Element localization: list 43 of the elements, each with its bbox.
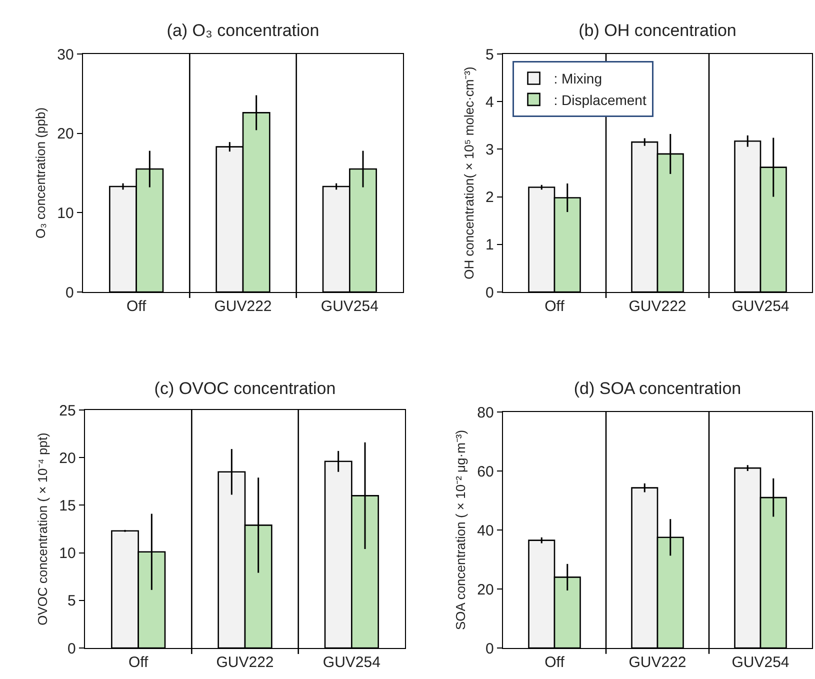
y-tick-label: 20 xyxy=(57,126,74,143)
y-tick-label: 40 xyxy=(477,522,494,540)
y-tick-label: 10 xyxy=(57,204,74,222)
y-tick-label: 60 xyxy=(477,463,494,480)
y-tick-label: 5 xyxy=(68,592,76,610)
x-tick-label: GUV222 xyxy=(216,654,274,672)
y-tick-label: 80 xyxy=(477,404,494,422)
y-tick-label: 10 xyxy=(59,545,76,562)
x-tick-label: Off xyxy=(544,298,566,316)
chart-title: (c) OVOC concentration xyxy=(154,378,336,398)
y-tick-label: 20 xyxy=(59,450,76,467)
x-tick-label: GUV222 xyxy=(628,654,686,672)
y-tick-label: 3 xyxy=(486,141,494,158)
y-tick-label: 2 xyxy=(486,189,494,206)
y-tick-label: 0 xyxy=(68,640,76,658)
x-tick-label: Off xyxy=(126,298,148,316)
chart-title: (b) OH concentration xyxy=(578,20,736,40)
x-tick-label: GUV222 xyxy=(214,298,272,316)
y-tick-label: 30 xyxy=(57,46,74,64)
y-axis-title: OH concentration( × 10⁵ molec·cm⁻³) xyxy=(461,66,476,280)
y-tick-label: 0 xyxy=(66,284,74,302)
y-axis-title: OVOC concentration ( × 10⁻⁴ ppt) xyxy=(35,432,50,626)
y-tick-label: 0 xyxy=(486,640,494,658)
x-tick-label: GUV254 xyxy=(732,654,790,672)
y-tick-label: 0 xyxy=(486,284,494,302)
x-tick-label: GUV222 xyxy=(628,298,686,316)
x-tick-label: Off xyxy=(128,654,150,672)
y-axis-title: O₃ concentration (ppb) xyxy=(33,107,48,239)
x-tick-label: Off xyxy=(544,654,566,672)
y-tick-label: 20 xyxy=(477,581,494,598)
y-tick-label: 4 xyxy=(486,94,494,111)
y-tick-label: 1 xyxy=(486,236,494,254)
legend-label: : Displacement xyxy=(554,92,646,108)
x-tick-label: GUV254 xyxy=(322,654,380,672)
legend-label: : Mixing xyxy=(554,70,602,87)
y-tick-label: 15 xyxy=(59,497,76,514)
y-tick-label: 25 xyxy=(59,402,76,420)
chart-title: (d) SOA concentration xyxy=(574,378,742,398)
y-tick-label: 5 xyxy=(486,46,494,64)
chart-title: (a) O₃ concentration xyxy=(166,20,320,40)
y-axis-title: SOA concentration ( × 10⁻² μg·m⁻³) xyxy=(453,430,468,630)
x-tick-label: GUV254 xyxy=(732,298,790,316)
x-tick-label: GUV254 xyxy=(320,298,378,316)
